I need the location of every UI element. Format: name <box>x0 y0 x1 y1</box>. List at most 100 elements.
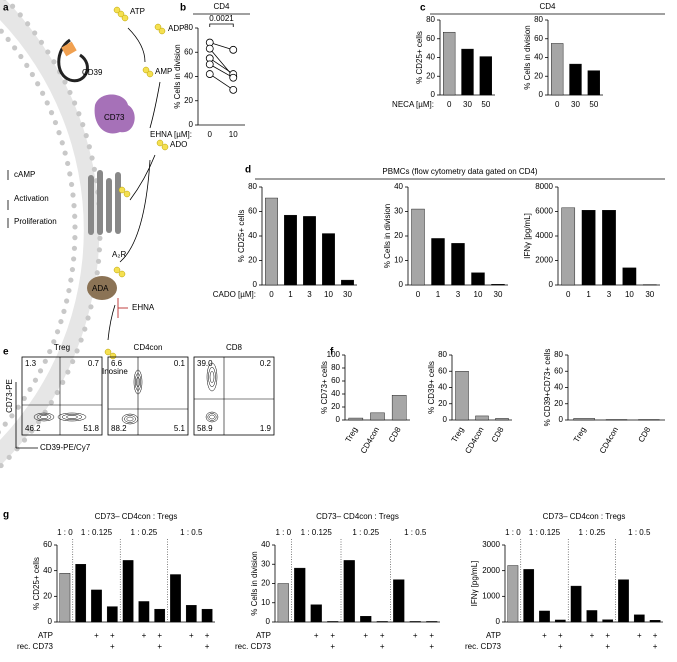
contour <box>57 412 87 422</box>
quadrant-value: 51.8 <box>83 424 99 433</box>
bar <box>561 207 576 286</box>
bar <box>551 43 564 96</box>
bar <box>294 567 306 623</box>
y-tick-label: 6000 <box>535 207 553 216</box>
diagram-label: CD39 <box>82 68 103 77</box>
y-tick-label: 20 <box>554 399 563 408</box>
arrows <box>107 27 161 341</box>
x-axis-label: CADO [µM]: <box>213 290 256 299</box>
bar <box>507 565 519 623</box>
lipid <box>82 326 88 332</box>
y-tick-label: 40 <box>331 389 340 398</box>
y-tick-label: 80 <box>248 182 257 191</box>
y-tick-label: 20 <box>534 71 543 80</box>
lipid <box>0 462 4 469</box>
bar <box>569 63 582 96</box>
x-tick-label: 3 <box>307 290 312 299</box>
y-tick-label: 2000 <box>482 566 500 575</box>
row-mark: + <box>380 642 385 651</box>
y-tick-label: 60 <box>554 366 563 375</box>
diagram: ATP ADP AMP ADO CD39 CD73 cAMP Activation Prolif… <box>7 6 187 376</box>
ada-shape <box>87 276 117 300</box>
x-tick-label: 30 <box>343 290 352 299</box>
contour <box>209 371 215 383</box>
bar <box>618 579 629 623</box>
y-axis-label: % CD73+ cells <box>320 361 329 414</box>
lipid <box>44 100 50 106</box>
y-axis-label: % CD39+CD73+ cells <box>543 349 552 427</box>
x-tick-label: 3 <box>456 290 461 299</box>
lipid <box>24 62 30 69</box>
lipid <box>6 454 12 460</box>
row-mark: + <box>605 642 610 651</box>
bar <box>431 238 445 286</box>
receptor-shape <box>88 170 121 235</box>
row-mark: + <box>110 642 115 651</box>
lipid <box>65 160 71 167</box>
lipid <box>29 428 35 434</box>
lipid <box>72 235 78 241</box>
lipid <box>85 315 91 321</box>
bar <box>554 619 566 623</box>
y-tick-label: 40 <box>248 231 257 240</box>
y-tick-label: 0 <box>48 617 53 626</box>
group-label: 1 : 0 <box>57 528 73 537</box>
row-mark: + <box>142 631 147 640</box>
y-tick-label: 0 <box>539 90 544 99</box>
contour <box>39 415 49 419</box>
group-label: 1 : 0 <box>505 528 521 537</box>
quadrant-value: 39.0 <box>197 359 213 368</box>
bar <box>573 418 595 421</box>
bar <box>587 70 600 96</box>
group-label: 1 : 0.5 <box>180 528 203 537</box>
y-axis-label: IFNγ [pg/mL] <box>470 561 479 607</box>
y-tick-label: 20 <box>43 591 52 600</box>
contour <box>126 416 134 422</box>
y-tick-label: 0 <box>189 120 194 129</box>
lipid <box>62 79 68 85</box>
x-tick-label: 0 <box>566 290 571 299</box>
chart-title: CD73– CD4con : Tregs <box>316 512 399 521</box>
row-label: rec. CD73 <box>465 642 502 651</box>
bar <box>138 601 150 623</box>
contour <box>33 412 55 422</box>
lipid <box>12 45 18 51</box>
group-label: 1 : 0 <box>275 528 291 537</box>
bar <box>201 608 213 623</box>
bar <box>327 621 339 623</box>
bar <box>570 585 582 623</box>
y-tick-label: 40 <box>43 566 52 575</box>
point <box>229 73 238 82</box>
flow-ylabel: CD73-PE <box>5 379 14 413</box>
lipid <box>62 150 68 156</box>
lipid <box>65 369 71 375</box>
lipid <box>76 111 82 117</box>
quadrant-value: 0.2 <box>260 359 272 368</box>
bar <box>170 574 181 623</box>
y-tick-label: 60 <box>248 207 257 216</box>
lipid <box>61 308 67 314</box>
lipid <box>83 133 89 139</box>
lipid <box>67 89 73 96</box>
y-tick-label: 80 <box>426 15 435 24</box>
bar <box>479 56 492 96</box>
bar <box>310 604 322 623</box>
row-mark: + <box>429 631 434 640</box>
lipid <box>37 368 44 374</box>
diagram-label: EHNA <box>132 303 155 312</box>
x-tick-label: 0 <box>208 130 213 139</box>
quadrant-value: 58.9 <box>197 424 213 433</box>
row-mark: + <box>205 642 210 651</box>
y-tick-label: 20 <box>438 399 447 408</box>
row-label: ATP <box>38 631 53 640</box>
x-tick-label: 50 <box>481 100 490 109</box>
bar <box>409 621 421 623</box>
bar <box>586 610 598 623</box>
bar <box>622 267 637 286</box>
bar <box>91 589 102 623</box>
lipid <box>14 446 20 452</box>
lipid <box>86 144 92 150</box>
lipid <box>97 235 103 241</box>
y-tick-label: 30 <box>394 207 403 216</box>
